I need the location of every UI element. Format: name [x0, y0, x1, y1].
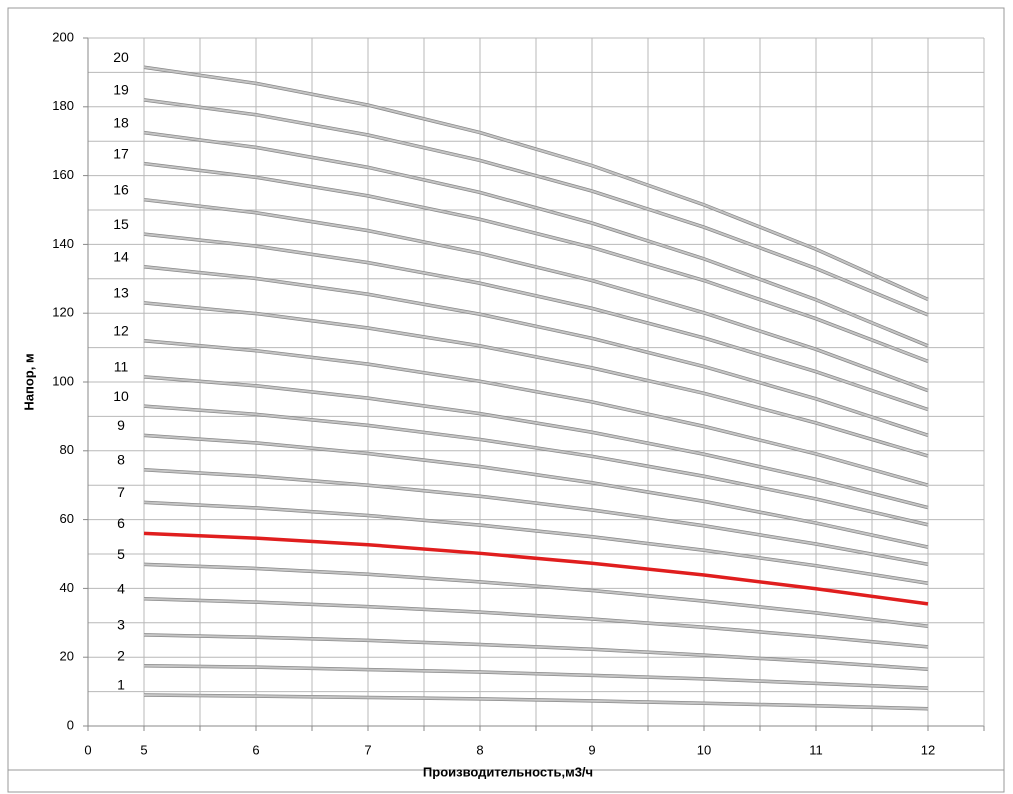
line: [143, 233, 929, 411]
line: [143, 339, 929, 487]
y-tick-label: 200: [52, 29, 74, 44]
series-label: 11: [114, 359, 129, 375]
series-label: 1: [117, 677, 125, 693]
y-tick-label: 80: [60, 442, 74, 457]
series-label: 10: [113, 388, 129, 404]
y-axis-title: Напор, м: [21, 353, 36, 410]
x-axis-title: Производительность,м3/ч: [423, 764, 593, 779]
line: [143, 597, 929, 648]
line: [143, 664, 929, 690]
line: [143, 162, 929, 363]
series-label: 20: [113, 49, 129, 65]
line: [143, 265, 929, 437]
y-tick-label: 40: [60, 580, 74, 595]
series-label: 9: [117, 417, 125, 433]
series-label: 13: [113, 285, 129, 301]
series-label: 5: [117, 546, 125, 562]
y-tick-label: 180: [52, 98, 74, 113]
line: [143, 375, 929, 509]
series-label: 18: [113, 114, 129, 130]
chart-frame: [7, 7, 1005, 771]
series-label: 2: [117, 648, 125, 664]
line: [143, 198, 929, 392]
x-tick-label: 5: [140, 742, 147, 757]
line: [143, 66, 929, 301]
line: [143, 563, 929, 628]
line: [143, 694, 929, 710]
y-tick-label: 20: [60, 649, 74, 664]
line: [143, 531, 929, 606]
series-label: 8: [117, 451, 125, 467]
x-origin-label: 0: [84, 742, 91, 757]
series-label: 19: [113, 82, 129, 98]
bottom-frame: [7, 769, 1005, 793]
series-label: 17: [113, 145, 129, 161]
y-tick-label: 100: [52, 373, 74, 388]
series-label: 7: [117, 484, 125, 500]
series-label: 4: [117, 580, 125, 596]
line: [143, 501, 929, 585]
line: [143, 468, 929, 566]
series-label: 15: [113, 216, 129, 232]
line: [143, 301, 929, 457]
line: [143, 98, 929, 316]
series-label: 14: [113, 248, 129, 264]
series-label: 6: [117, 515, 125, 531]
series-label: 3: [117, 617, 125, 633]
series-label: 16: [113, 181, 129, 197]
y-tick-label: 60: [60, 511, 74, 526]
y-tick-label: 120: [52, 305, 74, 320]
x-tick-label: 9: [588, 742, 595, 757]
y-tick-label: 140: [52, 236, 74, 251]
x-tick-label: 12: [921, 742, 935, 757]
x-tick-label: 6: [252, 742, 259, 757]
line: [143, 131, 929, 347]
line: [143, 405, 929, 526]
y-tick-label: 0: [67, 717, 74, 732]
line: [143, 434, 929, 549]
x-tick-label: 10: [697, 742, 711, 757]
x-tick-label: 11: [809, 742, 823, 757]
y-tick-label: 160: [52, 167, 74, 182]
x-tick-label: 8: [476, 742, 483, 757]
line: [143, 633, 929, 671]
series-label: 12: [113, 322, 129, 338]
x-tick-label: 7: [364, 742, 371, 757]
